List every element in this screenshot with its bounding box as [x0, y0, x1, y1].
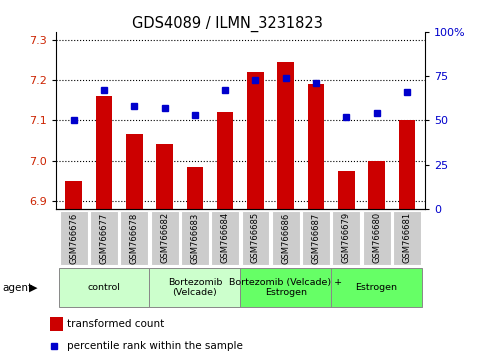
Text: GSM766678: GSM766678: [130, 212, 139, 263]
FancyBboxPatch shape: [120, 211, 148, 265]
FancyBboxPatch shape: [242, 211, 270, 265]
Text: Bortezomib
(Velcade): Bortezomib (Velcade): [168, 278, 222, 297]
Bar: [338, 171, 355, 209]
Bar: [368, 161, 385, 209]
Bar: [247, 72, 264, 209]
Text: GSM766685: GSM766685: [251, 212, 260, 263]
Text: GSM766684: GSM766684: [221, 212, 229, 263]
Text: Bortezomib (Velcade) +
Estrogen: Bortezomib (Velcade) + Estrogen: [229, 278, 342, 297]
Bar: [398, 120, 415, 209]
FancyBboxPatch shape: [90, 211, 118, 265]
FancyBboxPatch shape: [181, 211, 209, 265]
Text: GSM766683: GSM766683: [190, 212, 199, 263]
FancyBboxPatch shape: [331, 268, 422, 307]
Text: agent: agent: [2, 282, 32, 293]
Bar: [277, 62, 294, 209]
Bar: [96, 96, 113, 209]
Text: GSM766679: GSM766679: [342, 212, 351, 263]
FancyBboxPatch shape: [60, 211, 87, 265]
Text: Estrogen: Estrogen: [355, 283, 398, 292]
Text: GSM766686: GSM766686: [281, 212, 290, 263]
Bar: [217, 112, 233, 209]
Text: transformed count: transformed count: [67, 319, 165, 329]
FancyBboxPatch shape: [241, 268, 331, 307]
Text: GSM766680: GSM766680: [372, 212, 381, 263]
Bar: [65, 181, 82, 209]
Text: GSM766681: GSM766681: [402, 212, 412, 263]
FancyBboxPatch shape: [211, 211, 239, 265]
Bar: [308, 84, 325, 209]
FancyBboxPatch shape: [149, 268, 241, 307]
FancyBboxPatch shape: [363, 211, 391, 265]
Bar: [156, 144, 173, 209]
FancyBboxPatch shape: [151, 211, 179, 265]
Bar: [50, 317, 63, 331]
Text: GDS4089 / ILMN_3231823: GDS4089 / ILMN_3231823: [131, 16, 323, 32]
Text: GSM766682: GSM766682: [160, 212, 169, 263]
FancyBboxPatch shape: [302, 211, 330, 265]
Text: GSM766687: GSM766687: [312, 212, 321, 263]
Text: ▶: ▶: [29, 282, 38, 293]
FancyBboxPatch shape: [393, 211, 421, 265]
Text: GSM766676: GSM766676: [69, 212, 78, 263]
Bar: [186, 167, 203, 209]
FancyBboxPatch shape: [58, 268, 149, 307]
Text: control: control: [87, 283, 120, 292]
Text: percentile rank within the sample: percentile rank within the sample: [67, 341, 243, 351]
FancyBboxPatch shape: [332, 211, 360, 265]
FancyBboxPatch shape: [272, 211, 299, 265]
Text: GSM766677: GSM766677: [99, 212, 109, 263]
Bar: [126, 135, 142, 209]
